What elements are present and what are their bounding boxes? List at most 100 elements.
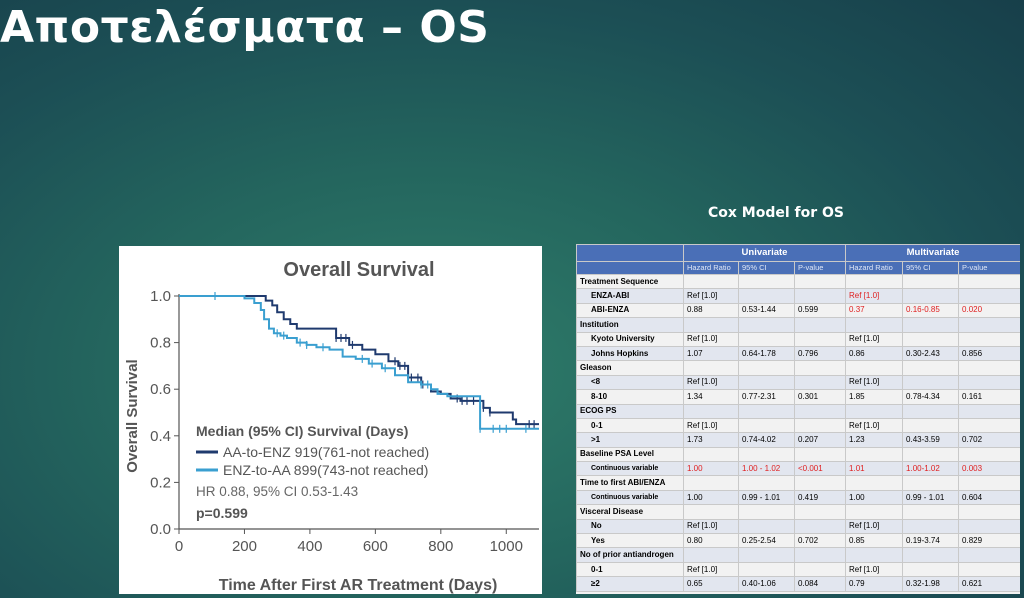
row-label: Treatment Sequence — [576, 273, 684, 290]
table-cell: Ref [1.0] — [683, 331, 739, 347]
table-cell: 1.34 — [683, 389, 739, 405]
table-row: Yes 0.80 0.25-2.54 0.702 0.85 0.19-3.74 0.829 — [576, 533, 1020, 549]
table-cell — [845, 360, 904, 376]
table-subheader-row: Hazard Ratio 95% CI P-value Hazard Ratio 95%… — [576, 261, 1020, 275]
hazard-ratio-text: HR 0.88, 95% CI 0.53-1.43 — [196, 484, 358, 499]
table-cell: 0.207 — [793, 432, 847, 448]
row-label: Continuous variable — [576, 489, 684, 506]
table-row: 0-1 Ref [1.0] Ref [1.0] — [576, 561, 1020, 578]
table-cell: 0.88 — [683, 302, 739, 319]
table-cell — [845, 475, 904, 491]
table-cell — [793, 273, 847, 290]
table-cell — [958, 504, 1020, 520]
table-cell: 0.77-2.31 — [738, 389, 795, 405]
table-cell — [793, 547, 847, 563]
table-cell — [738, 504, 795, 520]
table-row: Johns Hopkins 1.07 0.64-1.78 0.796 0.86 0.30-… — [576, 345, 1020, 362]
table-cell: 0.80 — [683, 533, 739, 549]
table-cell — [738, 446, 795, 463]
km-chart-panel: Overall Survival 0.0 0.2 0.4 0.6 0.8 1.0 0 200 4… — [119, 246, 542, 594]
table-row: 8-10 1.34 0.77-2.31 0.301 1.85 0.78-4.34 0.161 — [576, 389, 1020, 405]
table-row: Continuous variable 1.00 0.99 - 1.01 0.419 1… — [576, 489, 1020, 506]
table-cell: 1.00 — [845, 489, 904, 506]
table-cell: 0.86 — [845, 345, 904, 362]
row-label: Institution — [576, 317, 684, 333]
table-cell: Ref [1.0] — [845, 518, 904, 535]
table-cell — [902, 475, 960, 491]
table-row: >1 1.73 0.74-4.02 0.207 1.23 0.43-3.59 0.702 — [576, 432, 1020, 448]
row-label: Continuous variable — [576, 461, 684, 477]
row-label: 0-1 — [576, 561, 684, 578]
km-chart: Overall Survival 0.0 0.2 0.4 0.6 0.8 1.0 0 200 4… — [124, 259, 539, 594]
row-label: Yes — [576, 533, 684, 549]
table-cell: 0.020 — [958, 302, 1020, 319]
table-cell — [902, 331, 960, 347]
table-cell — [738, 475, 795, 491]
table-cell: 0.74-4.02 — [738, 432, 795, 448]
row-label: <8 — [576, 374, 684, 391]
table-cell — [958, 561, 1020, 578]
x-tick-label: 800 — [428, 538, 453, 555]
table-cell: 0.65 — [683, 576, 739, 592]
table-cell — [845, 504, 904, 520]
x-tick-label: 0 — [175, 538, 183, 555]
table-cell: 0.79 — [845, 576, 904, 592]
table-cell: 1.07 — [683, 345, 739, 362]
table-cell — [958, 273, 1020, 290]
legend-entry-enz-to-aa: ENZ-to-AA 899(743-not reached) — [223, 462, 428, 478]
table-cell — [902, 446, 960, 463]
table-cell — [902, 417, 960, 434]
table-cell — [793, 417, 847, 434]
table-cell — [958, 446, 1020, 463]
subheader-cell: P-value — [793, 261, 847, 275]
table-cell: <0.001 — [793, 461, 847, 477]
row-label: ECOG PS — [576, 403, 684, 419]
table-cell — [902, 374, 960, 391]
table-cell: 0.78-4.34 — [902, 389, 960, 405]
table-cell — [902, 317, 960, 333]
table-cell — [958, 403, 1020, 419]
table-cell — [738, 417, 795, 434]
y-tick-label: 1.0 — [150, 288, 171, 305]
table-row: 0-1 Ref [1.0] Ref [1.0] — [576, 417, 1020, 434]
table-cell — [793, 288, 847, 304]
table-section-row: Gleason — [576, 360, 1020, 376]
subheader-cell: P-value — [958, 261, 1020, 275]
table-section-row: Visceral Disease — [576, 504, 1020, 520]
table-cell — [958, 547, 1020, 563]
table-cell — [683, 317, 739, 333]
table-cell — [845, 273, 904, 290]
table-cell — [738, 331, 795, 347]
table-cell: 0.37 — [845, 302, 904, 319]
table-cell — [793, 317, 847, 333]
table-cell: 0.604 — [958, 489, 1020, 506]
table-cell — [683, 273, 739, 290]
table-cell — [738, 317, 795, 333]
y-tick-label: 0.4 — [150, 428, 171, 445]
cox-model-title: Cox Model for OS — [708, 205, 845, 221]
row-label: Time to first ABI/ENZA — [576, 475, 684, 491]
table-cell: 1.00 — [683, 489, 739, 506]
table-cell: 0.301 — [793, 389, 847, 405]
table-section-row: Treatment Sequence — [576, 273, 1020, 290]
table-cell — [793, 518, 847, 535]
table-cell — [958, 288, 1020, 304]
subheader-cell: Hazard Ratio — [845, 261, 904, 275]
table-cell — [902, 547, 960, 563]
table-cell — [958, 417, 1020, 434]
series-line-0 — [179, 295, 539, 426]
table-cell: 0.32-1.98 — [902, 576, 960, 592]
subheader-cell: Hazard Ratio — [683, 261, 739, 275]
table-cell — [793, 561, 847, 578]
legend-entry-aa-to-enz: AA-to-ENZ 919(761-not reached) — [223, 444, 429, 460]
y-tick-label: 0.2 — [150, 474, 171, 491]
table-cell: Ref [1.0] — [683, 288, 739, 304]
cox-table-panel: Univariate Multivariate Hazard Ratio 95% … — [576, 244, 1020, 594]
table-cell — [738, 403, 795, 419]
table-cell — [902, 403, 960, 419]
x-tick-label: 400 — [297, 538, 322, 555]
y-tick-label: 0.0 — [150, 521, 171, 538]
table-cell: 0.64-1.78 — [738, 345, 795, 362]
table-row: Kyoto University Ref [1.0] Ref [1.0] — [576, 331, 1020, 347]
table-cell — [738, 547, 795, 563]
